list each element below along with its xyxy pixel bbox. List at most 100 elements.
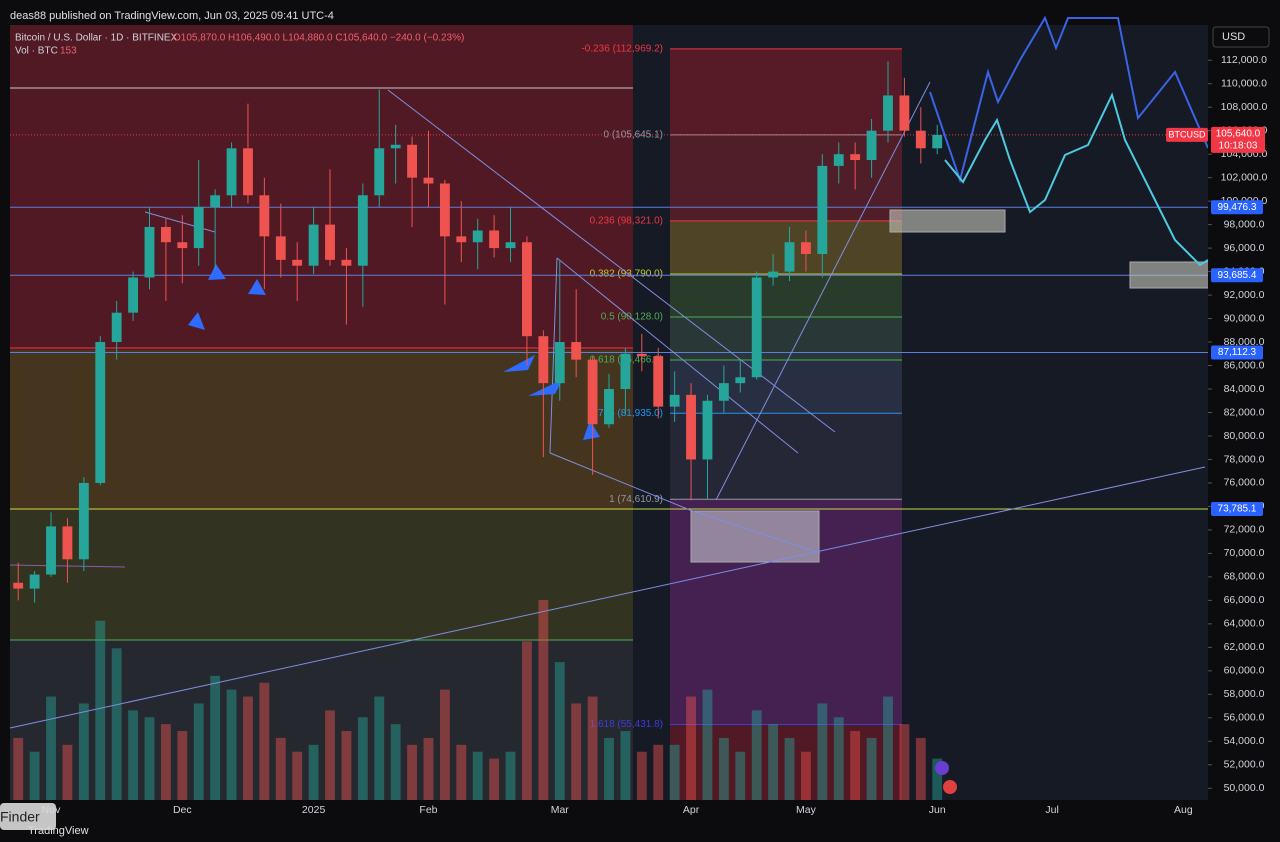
x-tick-label: 2025: [302, 804, 326, 816]
volume-bar: [718, 737, 729, 800]
volume-bar: [111, 648, 122, 800]
volume-bar: [128, 710, 139, 800]
volume-bar: [13, 737, 24, 800]
candle-body: [226, 148, 237, 196]
arrows: [188, 264, 600, 440]
fib-band: [670, 274, 902, 318]
volume-bar: [341, 731, 352, 800]
fib-label: 1.618 (55,431.8): [590, 719, 663, 730]
volume-bar: [308, 744, 319, 800]
y-tick-label: 108,000.0: [1221, 101, 1268, 113]
candle-body: [489, 230, 500, 249]
volume-bar: [604, 737, 614, 800]
y-tick-label: 70,000.0: [1224, 547, 1265, 559]
volume-bar: [735, 751, 746, 800]
header: deas88 published on TradingView.com, Jun…: [10, 10, 334, 22]
volume-bar: [456, 744, 467, 800]
y-tick-label: 92,000.0: [1224, 289, 1265, 301]
volume-bar: [357, 717, 368, 800]
candle-body: [522, 242, 532, 337]
zone-red: [10, 25, 633, 350]
volume-legend: Vol · BTC: [15, 46, 58, 57]
fib-label: 0.236 (98,321.0): [590, 215, 663, 226]
symbol-badge: [1166, 127, 1208, 142]
y-tick-label: 78,000.0: [1224, 453, 1265, 465]
candle-body: [292, 259, 303, 266]
y-tick-label: 112,000.0: [1221, 54, 1267, 66]
event-icon: [943, 780, 957, 794]
volume-bar: [587, 696, 598, 800]
y-tick-label: 60,000.0: [1224, 665, 1265, 677]
fib-label: 1 (74,610.9): [609, 494, 663, 505]
volume-bar: [243, 696, 253, 800]
volume-bar: [46, 696, 56, 800]
candle-body: [456, 236, 467, 243]
candle-body: [915, 130, 926, 149]
volume-bar: [866, 737, 877, 800]
x-tick-label: Apr: [683, 804, 700, 816]
currency-button[interactable]: [1212, 26, 1270, 48]
x-tick-label: Jul: [1045, 804, 1058, 816]
candle-body: [177, 242, 188, 249]
candle-body: [95, 342, 106, 483]
y-tick-label: 56,000.0: [1224, 712, 1265, 724]
candle-body: [259, 195, 270, 237]
price-badge: [1211, 268, 1263, 283]
y-tick-label: 64,000.0: [1224, 618, 1265, 630]
currency[interactable]: USD: [1222, 31, 1245, 43]
candle-body: [571, 342, 582, 360]
volume-bar: [620, 731, 631, 800]
volume-bar: [325, 710, 335, 800]
candle-body: [390, 144, 401, 149]
y-tick-label: 88,000.0: [1224, 336, 1265, 348]
price-badge: [1211, 200, 1263, 215]
candle-body: [46, 526, 56, 575]
candle-body: [160, 226, 171, 243]
fib-band: [670, 134, 902, 221]
y-tick-label: 110,000.0: [1221, 77, 1267, 89]
fib-band: [670, 48, 902, 135]
volume-bar: [226, 689, 237, 800]
candle-body: [768, 271, 779, 278]
candle-body: [636, 353, 647, 357]
candle-body: [210, 195, 221, 208]
candle-body: [801, 242, 811, 254]
price-badge-label: 87,112.3: [1218, 347, 1257, 358]
candle-body: [850, 154, 861, 161]
candle-body: [13, 582, 24, 589]
zone-box: [889, 209, 1006, 233]
x-tick-label: Mar: [551, 804, 570, 816]
candle-body: [374, 148, 385, 196]
candle-body: [472, 230, 483, 243]
x-tick-label: May: [796, 804, 817, 816]
price-badge: [1211, 345, 1263, 360]
ohlc-legend: O105,870.0 H106,490.0 L104,880.0 C105,64…: [173, 33, 464, 44]
y-tick-label: 86,000.0: [1224, 359, 1265, 371]
y-tick-label: 72,000.0: [1224, 524, 1265, 536]
fib-label: 0.786 (81,935.0): [590, 408, 663, 419]
y-tick-label: 58,000.0: [1224, 688, 1265, 700]
candles: [13, 61, 943, 603]
volume-bar: [29, 751, 40, 800]
volume-layer: [13, 600, 943, 800]
candle-body: [325, 224, 335, 260]
volume-bar: [292, 751, 303, 800]
forecast-path: [929, 15, 1209, 184]
price-badge-label: 99,476.3: [1218, 202, 1257, 213]
candle-body: [29, 574, 40, 589]
candle-body: [554, 342, 565, 384]
fib-band: [670, 724, 902, 800]
volume-bar: [374, 696, 385, 800]
candle-body: [423, 177, 434, 184]
symbol-label: BTCUSD: [1168, 129, 1206, 139]
volume-last: 153: [60, 46, 77, 57]
candle-body: [653, 356, 664, 407]
y-tick-label: 102,000.0: [1221, 171, 1268, 183]
volume-bar: [915, 737, 926, 800]
volume-bar: [653, 744, 664, 800]
candle-body: [669, 394, 680, 407]
y-tick-label: 80,000.0: [1224, 430, 1265, 442]
zone-olive: [10, 510, 633, 640]
